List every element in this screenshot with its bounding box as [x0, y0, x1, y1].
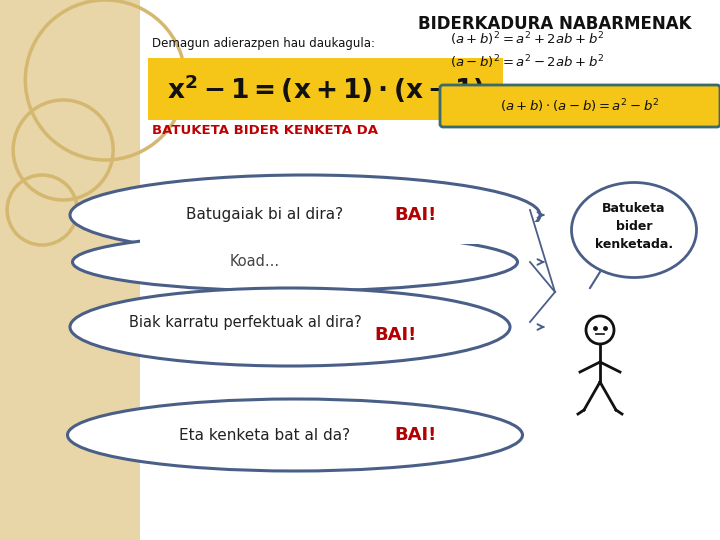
Text: Koad...: Koad... [230, 254, 280, 269]
Text: Batuketa
bider
kenketada.: Batuketa bider kenketada. [595, 201, 673, 251]
Text: $(a+b)\cdot(a-b) = a^2 - b^2$: $(a+b)\cdot(a-b) = a^2 - b^2$ [500, 97, 660, 115]
Text: Demagun adierazpen hau daukagula:: Demagun adierazpen hau daukagula: [153, 37, 375, 50]
Ellipse shape [70, 288, 510, 366]
Ellipse shape [70, 175, 540, 255]
Bar [140, 222, 570, 244]
Text: BAI!: BAI! [374, 326, 416, 344]
Text: Biak karratu perfektuak al dira?: Biak karratu perfektuak al dira? [129, 314, 361, 329]
Text: BAI!: BAI! [394, 426, 436, 444]
Ellipse shape [73, 233, 518, 291]
FancyBboxPatch shape [440, 85, 720, 127]
Text: $(a - b)^2 = a^2 - 2ab + b^2$: $(a - b)^2 = a^2 - 2ab + b^2$ [450, 53, 605, 71]
Bar [0, 0, 140, 540]
Text: Batugaiak bi al dira?: Batugaiak bi al dira? [186, 207, 343, 222]
Text: BIDERKADURA NABARMENAK: BIDERKADURA NABARMENAK [418, 15, 692, 33]
Text: BAI!: BAI! [394, 206, 436, 224]
Ellipse shape [572, 183, 696, 278]
Ellipse shape [68, 399, 523, 471]
Bar [148, 58, 503, 120]
Text: $\mathbf{x^2 - 1 = (x+1)\cdot(x-1)}$: $\mathbf{x^2 - 1 = (x+1)\cdot(x-1)}$ [167, 73, 485, 105]
Text: $(a + b)^2 = a^2 + 2ab + b^2$: $(a + b)^2 = a^2 + 2ab + b^2$ [450, 30, 605, 48]
Text: BATUKETA BIDER KENKETA DA: BATUKETA BIDER KENKETA DA [153, 124, 379, 137]
Text: Eta kenketa bat al da?: Eta kenketa bat al da? [179, 428, 351, 442]
